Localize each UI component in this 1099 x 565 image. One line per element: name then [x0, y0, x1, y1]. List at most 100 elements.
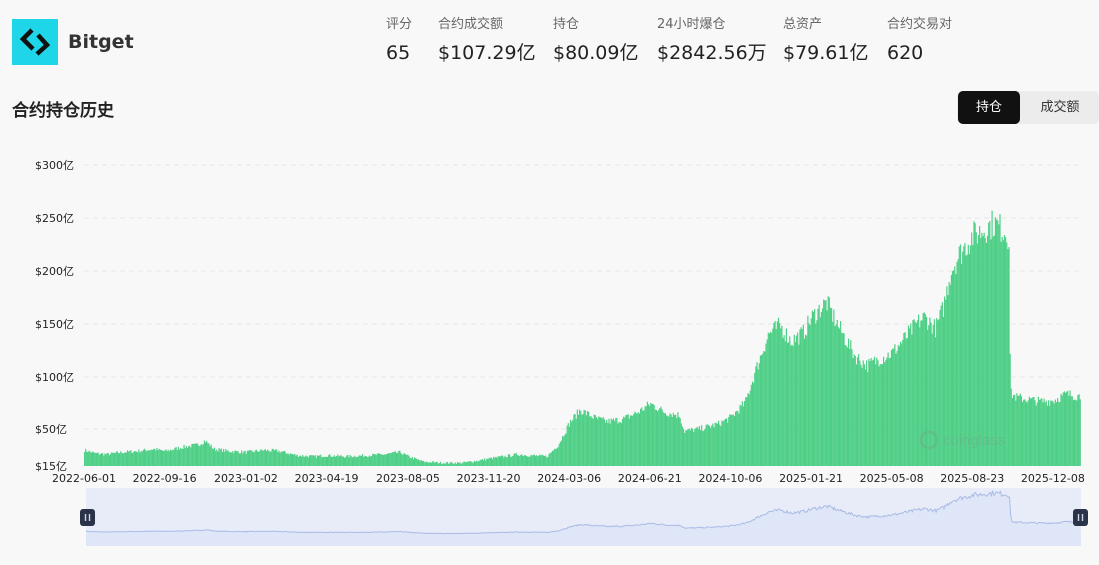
oi-bar — [114, 452, 116, 466]
oi-bar — [290, 453, 293, 466]
oi-bar — [223, 448, 225, 466]
oi-bar — [636, 413, 638, 466]
oi-bar — [1041, 398, 1043, 466]
x-axis-labels: 2022-06-01 2022-09-16 2023-01-02 2023-04-19… — [52, 472, 1085, 485]
oi-bar — [899, 341, 902, 466]
oi-bar — [768, 333, 771, 466]
oi-bar — [801, 328, 803, 466]
chart-bars — [84, 210, 1081, 466]
oi-bar — [218, 448, 220, 466]
oi-bar — [380, 454, 382, 466]
oi-bar — [536, 455, 538, 466]
range-navigator[interactable] — [80, 488, 1088, 546]
oi-bar — [975, 232, 977, 466]
oi-bar — [333, 455, 335, 466]
oi-bar — [920, 320, 922, 466]
oi-bar — [611, 419, 613, 466]
oi-bar — [630, 415, 633, 466]
oi-bar — [904, 332, 906, 466]
oi-bar — [993, 235, 995, 466]
oi-bar — [835, 324, 837, 466]
oi-bar — [523, 455, 525, 466]
navigator-handle-right[interactable] — [1073, 509, 1088, 526]
oi-bar — [338, 456, 340, 466]
oi-bar — [873, 356, 876, 466]
oi-bar — [765, 343, 767, 466]
pause-handle-icon[interactable] — [1073, 509, 1088, 526]
tab-open-interest[interactable]: 持仓 — [958, 91, 1020, 124]
oi-bar — [679, 418, 681, 466]
oi-bar — [985, 243, 988, 466]
oi-bar — [402, 454, 404, 466]
oi-bar — [628, 418, 630, 466]
watermark-text: coinglass — [943, 432, 1006, 449]
oi-bar — [884, 362, 886, 466]
oi-bar — [498, 456, 500, 466]
oi-bar — [632, 415, 634, 466]
oi-bar — [1026, 402, 1028, 466]
oi-bar — [176, 449, 178, 466]
oi-bar — [452, 463, 454, 466]
stat-label: 合约交易对 — [887, 17, 953, 32]
oi-bar — [962, 251, 964, 466]
tab-volume[interactable]: 成交额 — [1040, 100, 1080, 115]
oi-bar — [449, 463, 451, 466]
oi-bar — [193, 443, 195, 466]
oi-bar — [885, 360, 887, 466]
oi-bar — [1061, 395, 1063, 466]
oi-bar — [840, 321, 842, 466]
y-tick-label: $15亿 — [35, 460, 67, 473]
oi-bar — [411, 456, 413, 466]
oi-bar — [252, 451, 254, 466]
oi-bar — [1031, 398, 1033, 466]
oi-bar — [738, 413, 740, 466]
oi-bar — [164, 450, 166, 466]
oi-bar — [201, 444, 203, 466]
oi-bar — [137, 452, 139, 466]
oi-bar — [991, 210, 993, 466]
oi-bar — [410, 458, 412, 466]
oi-bar — [882, 356, 885, 466]
oi-bar — [514, 453, 516, 466]
oi-bar — [682, 428, 685, 466]
oi-bar — [1035, 405, 1037, 466]
oi-bar — [580, 410, 582, 466]
oi-bar — [489, 457, 491, 466]
y-tick-label: $50亿 — [35, 423, 67, 436]
oi-bar — [1071, 396, 1073, 466]
stat-open-interest: 持仓 $80.09亿 — [553, 16, 638, 65]
oi-bar — [437, 463, 439, 466]
oi-bar — [965, 255, 967, 466]
oi-bar — [921, 320, 923, 466]
oi-bar — [264, 449, 267, 466]
oi-bar — [1059, 402, 1061, 466]
oi-bar — [98, 454, 100, 466]
oi-bar — [895, 353, 897, 466]
oi-bar — [211, 448, 213, 466]
oi-bar — [421, 461, 424, 466]
navigator-handle-left[interactable] — [80, 509, 95, 526]
oi-bar — [795, 335, 798, 466]
oi-bar — [499, 456, 502, 466]
stat-label: 总资产 — [783, 17, 823, 32]
oi-bar — [1051, 400, 1053, 466]
pause-handle-icon[interactable] — [80, 509, 95, 526]
oi-bar — [831, 308, 833, 466]
oi-bar — [1001, 237, 1003, 466]
oi-bar — [332, 456, 334, 466]
oi-bar — [647, 404, 650, 466]
oi-bar — [408, 455, 410, 466]
oi-bar — [415, 458, 417, 466]
oi-bar — [914, 321, 916, 466]
oi-bar — [599, 417, 601, 466]
oi-bar — [1069, 390, 1071, 466]
oi-bar — [706, 424, 708, 466]
oi-bar — [389, 453, 391, 466]
oi-bar — [280, 451, 282, 466]
oi-bar — [251, 450, 253, 466]
x-tick-label: 2023-01-02 — [214, 472, 278, 485]
oi-bar — [337, 454, 339, 466]
oi-bar — [429, 461, 432, 466]
oi-bar — [473, 460, 476, 466]
oi-bar — [516, 455, 519, 466]
